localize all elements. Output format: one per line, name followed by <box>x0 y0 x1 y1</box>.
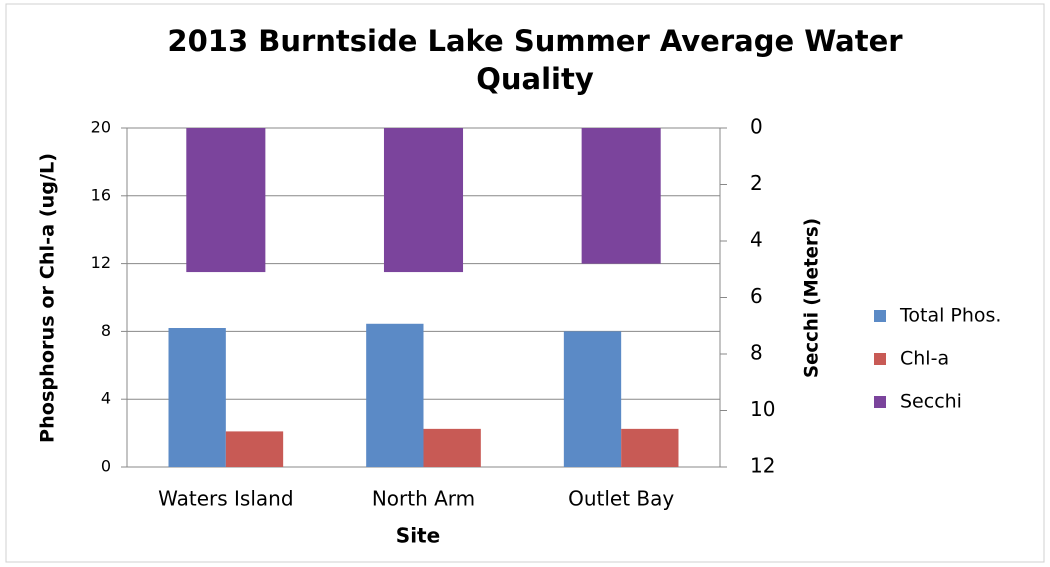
chart-title: 2013 Burntside Lake Summer Average Water… <box>167 24 903 96</box>
x-tick-label: Waters Island <box>158 487 293 511</box>
y-tick-label: 20 <box>91 118 111 137</box>
legend-swatch <box>874 396 886 408</box>
y-tick-label: 12 <box>91 253 111 272</box>
y2-tick-label: 4 <box>750 228 763 252</box>
x-axis-label: Site <box>396 524 440 548</box>
y-tick-label: 0 <box>101 457 111 476</box>
x-tick-label: Outlet Bay <box>568 487 674 511</box>
bar <box>581 128 661 264</box>
x-tick-label: North Arm <box>372 487 475 511</box>
y2-tick-label: 0 <box>750 115 763 139</box>
y2-axis-label: Secchi (Meters) <box>801 218 823 378</box>
bar <box>366 323 424 467</box>
bar <box>168 328 226 467</box>
chart-border <box>5 3 1045 563</box>
legend-swatch <box>874 310 886 322</box>
legend-label: Chl-a <box>900 348 949 370</box>
y2-tick-label: 8 <box>750 341 763 365</box>
bar <box>621 428 679 467</box>
bar <box>383 128 464 273</box>
y2-tick-label: 2 <box>750 171 763 195</box>
y-tick-label: 8 <box>101 321 111 340</box>
legend-label: Total Phos. <box>899 305 1001 327</box>
bar <box>225 431 284 467</box>
y-tick-label: 4 <box>101 389 111 408</box>
bar <box>423 428 481 467</box>
y2-tick-label: 10 <box>750 397 775 421</box>
bar <box>563 331 622 467</box>
y-tick-label: 16 <box>91 185 111 204</box>
y2-tick-label: 6 <box>750 284 763 308</box>
y-axis-label: Phosphorus or Chl-a (ug/L) <box>37 153 59 443</box>
y2-tick-label: 12 <box>750 454 775 478</box>
legend-label: Secchi <box>900 391 962 413</box>
bar <box>186 128 266 273</box>
legend-swatch <box>874 353 886 365</box>
